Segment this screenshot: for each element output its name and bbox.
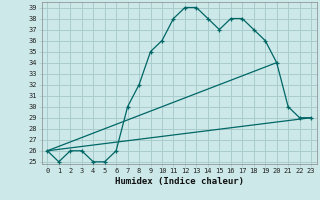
X-axis label: Humidex (Indice chaleur): Humidex (Indice chaleur)	[115, 177, 244, 186]
